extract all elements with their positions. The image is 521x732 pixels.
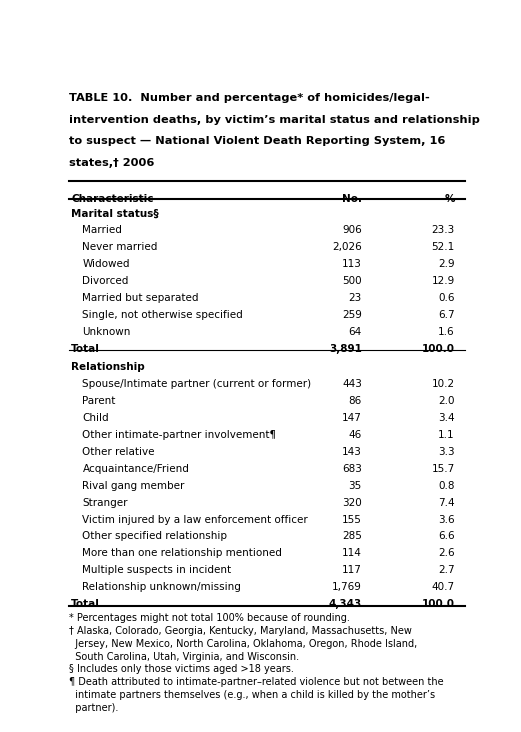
Text: 10.2: 10.2 bbox=[431, 379, 455, 389]
Text: %: % bbox=[444, 194, 455, 203]
Text: 100.0: 100.0 bbox=[422, 599, 455, 609]
Text: 259: 259 bbox=[342, 310, 362, 320]
Text: intervention deaths, by victim’s marital status and relationship: intervention deaths, by victim’s marital… bbox=[69, 115, 480, 125]
Text: Parent: Parent bbox=[82, 396, 116, 406]
Text: 0.8: 0.8 bbox=[438, 481, 455, 490]
Text: 113: 113 bbox=[342, 259, 362, 269]
Text: More than one relationship mentioned: More than one relationship mentioned bbox=[82, 548, 282, 559]
Text: 1.6: 1.6 bbox=[438, 326, 455, 337]
Text: Rival gang member: Rival gang member bbox=[82, 481, 185, 490]
Text: 3.3: 3.3 bbox=[438, 447, 455, 457]
Text: 35: 35 bbox=[349, 481, 362, 490]
Text: 0.6: 0.6 bbox=[438, 293, 455, 303]
Text: 443: 443 bbox=[342, 379, 362, 389]
Text: Widowed: Widowed bbox=[82, 259, 130, 269]
Text: 15.7: 15.7 bbox=[431, 464, 455, 474]
Text: 1.1: 1.1 bbox=[438, 430, 455, 440]
Text: 2.7: 2.7 bbox=[438, 565, 455, 575]
Text: No.: No. bbox=[342, 194, 362, 203]
Text: * Percentages might not total 100% because of rounding.: * Percentages might not total 100% becau… bbox=[69, 613, 350, 623]
Text: 500: 500 bbox=[342, 276, 362, 286]
Text: Multiple suspects in incident: Multiple suspects in incident bbox=[82, 565, 232, 575]
Text: Spouse/Intimate partner (current or former): Spouse/Intimate partner (current or form… bbox=[82, 379, 312, 389]
Text: 3,891: 3,891 bbox=[329, 344, 362, 354]
Text: 285: 285 bbox=[342, 531, 362, 542]
Text: 12.9: 12.9 bbox=[431, 276, 455, 286]
Text: 320: 320 bbox=[342, 498, 362, 507]
Text: Single, not otherwise specified: Single, not otherwise specified bbox=[82, 310, 243, 320]
Text: Other relative: Other relative bbox=[82, 447, 155, 457]
Text: Victim injured by a law enforcement officer: Victim injured by a law enforcement offi… bbox=[82, 515, 308, 525]
Text: 155: 155 bbox=[342, 515, 362, 525]
Text: 2.0: 2.0 bbox=[438, 396, 455, 406]
Text: Relationship unknown/missing: Relationship unknown/missing bbox=[82, 582, 241, 592]
Text: 6.6: 6.6 bbox=[438, 531, 455, 542]
Text: 2,026: 2,026 bbox=[332, 242, 362, 253]
Text: Total: Total bbox=[71, 344, 100, 354]
Text: 23.3: 23.3 bbox=[431, 225, 455, 236]
Text: 100.0: 100.0 bbox=[422, 344, 455, 354]
Text: 2.9: 2.9 bbox=[438, 259, 455, 269]
Text: Acquaintance/Friend: Acquaintance/Friend bbox=[82, 464, 189, 474]
Text: 46: 46 bbox=[349, 430, 362, 440]
Text: Divorced: Divorced bbox=[82, 276, 129, 286]
Text: 23: 23 bbox=[349, 293, 362, 303]
Text: ¶ Death attributed to intimate-partner–related violence but not between the: ¶ Death attributed to intimate-partner–r… bbox=[69, 677, 444, 687]
Text: 52.1: 52.1 bbox=[431, 242, 455, 253]
Text: Relationship: Relationship bbox=[71, 362, 145, 373]
Text: 6.7: 6.7 bbox=[438, 310, 455, 320]
Text: intimate partners themselves (e.g., when a child is killed by the mother’s: intimate partners themselves (e.g., when… bbox=[69, 690, 435, 701]
Text: 147: 147 bbox=[342, 413, 362, 423]
Text: Characteristic: Characteristic bbox=[71, 194, 154, 203]
Text: to suspect — National Violent Death Reporting System, 16: to suspect — National Violent Death Repo… bbox=[69, 136, 445, 146]
Text: 4,343: 4,343 bbox=[329, 599, 362, 609]
Text: Marital status§: Marital status§ bbox=[71, 209, 159, 218]
Text: § Includes only those victims aged >18 years.: § Includes only those victims aged >18 y… bbox=[69, 665, 294, 674]
Text: 64: 64 bbox=[349, 326, 362, 337]
Text: partner).: partner). bbox=[69, 703, 119, 713]
Text: 906: 906 bbox=[342, 225, 362, 236]
Text: 3.6: 3.6 bbox=[438, 515, 455, 525]
Text: Total: Total bbox=[71, 599, 100, 609]
Text: 683: 683 bbox=[342, 464, 362, 474]
Text: 3.4: 3.4 bbox=[438, 413, 455, 423]
Text: Child: Child bbox=[82, 413, 109, 423]
Text: Married: Married bbox=[82, 225, 122, 236]
Text: 2.6: 2.6 bbox=[438, 548, 455, 559]
Text: Married but separated: Married but separated bbox=[82, 293, 199, 303]
Text: 117: 117 bbox=[342, 565, 362, 575]
Text: 86: 86 bbox=[349, 396, 362, 406]
Text: TABLE 10.  Number and percentage* of homicides/legal-: TABLE 10. Number and percentage* of homi… bbox=[69, 94, 430, 103]
Text: 114: 114 bbox=[342, 548, 362, 559]
Text: Stranger: Stranger bbox=[82, 498, 128, 507]
Text: Jersey, New Mexico, North Carolina, Oklahoma, Oregon, Rhode Island,: Jersey, New Mexico, North Carolina, Okla… bbox=[69, 638, 417, 649]
Text: Other specified relationship: Other specified relationship bbox=[82, 531, 228, 542]
Text: 7.4: 7.4 bbox=[438, 498, 455, 507]
Text: Never married: Never married bbox=[82, 242, 158, 253]
Text: † Alaska, Colorado, Georgia, Kentucky, Maryland, Massachusetts, New: † Alaska, Colorado, Georgia, Kentucky, M… bbox=[69, 626, 412, 636]
Text: South Carolina, Utah, Virginia, and Wisconsin.: South Carolina, Utah, Virginia, and Wisc… bbox=[69, 651, 299, 662]
Text: Unknown: Unknown bbox=[82, 326, 131, 337]
Text: states,† 2006: states,† 2006 bbox=[69, 157, 155, 168]
Text: 143: 143 bbox=[342, 447, 362, 457]
Text: 40.7: 40.7 bbox=[431, 582, 455, 592]
Text: 1,769: 1,769 bbox=[332, 582, 362, 592]
Text: Other intimate-partner involvement¶: Other intimate-partner involvement¶ bbox=[82, 430, 277, 440]
